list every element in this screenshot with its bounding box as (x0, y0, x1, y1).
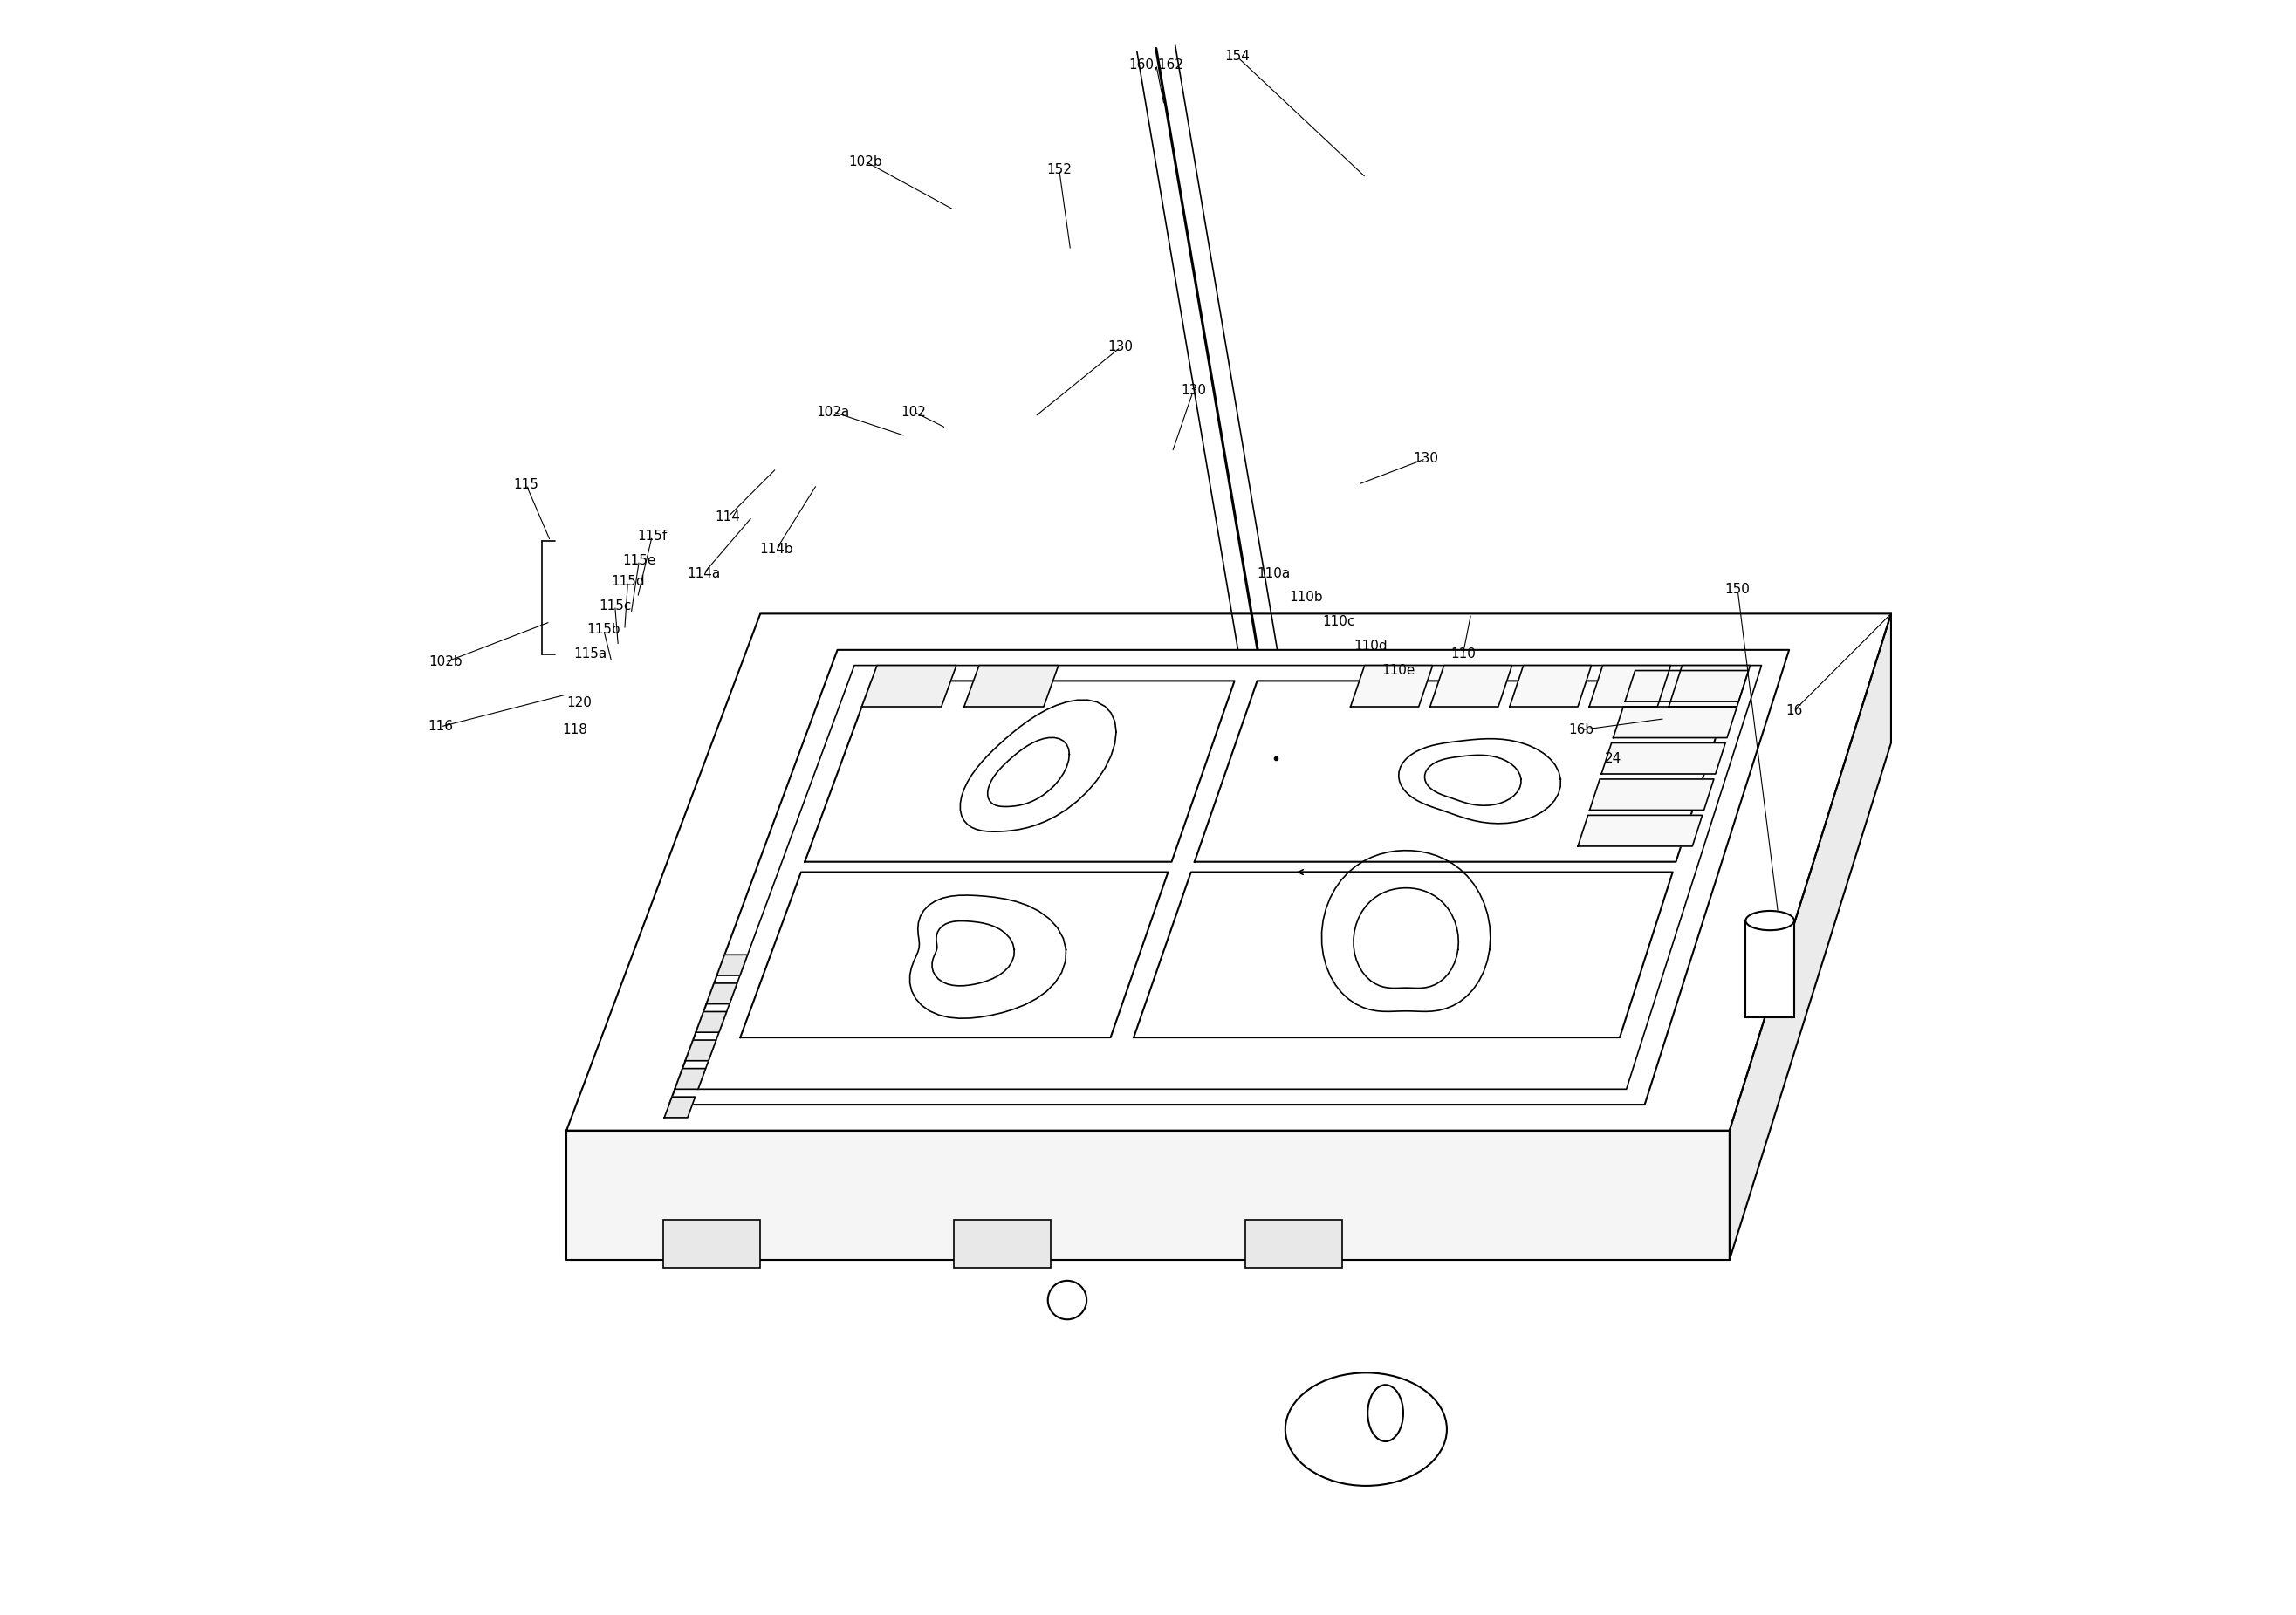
Bar (1745, 921, 1793, 1017)
Text: 114a: 114a (687, 567, 721, 580)
Polygon shape (1600, 743, 1724, 774)
Text: 152: 152 (1047, 163, 1072, 176)
Text: 102b: 102b (850, 155, 882, 168)
Text: 130: 130 (1412, 452, 1440, 465)
Polygon shape (707, 984, 737, 1005)
Text: 115c: 115c (599, 599, 631, 612)
Polygon shape (567, 1130, 1729, 1260)
Text: 102: 102 (900, 405, 925, 418)
Polygon shape (1134, 872, 1674, 1037)
Bar (1244, 1219, 1341, 1268)
Polygon shape (861, 665, 957, 707)
Text: 16: 16 (1786, 704, 1802, 717)
Polygon shape (716, 954, 748, 975)
Polygon shape (684, 1040, 716, 1061)
Polygon shape (1589, 665, 1671, 707)
Polygon shape (1430, 665, 1513, 707)
Text: 115d: 115d (611, 575, 645, 588)
Polygon shape (806, 682, 1235, 862)
Text: 110c: 110c (1322, 615, 1355, 628)
Ellipse shape (1286, 1373, 1446, 1486)
Text: 102b: 102b (429, 656, 461, 669)
Polygon shape (964, 665, 1058, 707)
Text: 110: 110 (1451, 648, 1476, 661)
Polygon shape (1350, 665, 1433, 707)
Text: 118: 118 (563, 724, 588, 736)
Bar (955, 1219, 1052, 1268)
Text: 150: 150 (1724, 583, 1750, 596)
Polygon shape (696, 1011, 726, 1032)
Text: 115b: 115b (588, 623, 620, 636)
Polygon shape (1669, 665, 1750, 707)
Text: 115e: 115e (622, 554, 657, 567)
Ellipse shape (1745, 911, 1793, 930)
Text: 116: 116 (427, 720, 452, 733)
Text: 115a: 115a (574, 648, 608, 661)
Text: 130: 130 (1180, 384, 1205, 397)
Polygon shape (1626, 670, 1750, 701)
Polygon shape (1589, 778, 1713, 811)
Polygon shape (698, 665, 1761, 1089)
Circle shape (1047, 1281, 1086, 1319)
Text: 115f: 115f (638, 530, 668, 543)
Polygon shape (1614, 707, 1738, 738)
Text: 114: 114 (716, 510, 742, 523)
Text: 102a: 102a (817, 405, 850, 418)
Text: 110d: 110d (1355, 640, 1387, 652)
Text: 110b: 110b (1290, 591, 1322, 604)
Polygon shape (668, 649, 1789, 1105)
Text: 154: 154 (1224, 50, 1249, 63)
Text: 16b: 16b (1568, 724, 1593, 736)
Polygon shape (739, 872, 1169, 1037)
Text: 24: 24 (1605, 753, 1621, 766)
Text: 130: 130 (1109, 341, 1134, 354)
Text: 160,162: 160,162 (1130, 58, 1182, 71)
Polygon shape (1729, 614, 1892, 1260)
Polygon shape (567, 614, 1892, 1130)
Polygon shape (1194, 682, 1733, 862)
Text: 110a: 110a (1258, 567, 1290, 580)
Polygon shape (1577, 816, 1701, 846)
Polygon shape (664, 1097, 696, 1118)
Bar (664, 1219, 760, 1268)
Text: 114b: 114b (760, 543, 794, 556)
Text: 120: 120 (567, 696, 592, 709)
Text: 115: 115 (514, 478, 540, 491)
Polygon shape (1511, 665, 1591, 707)
Ellipse shape (1368, 1386, 1403, 1442)
Polygon shape (675, 1069, 705, 1089)
Text: 110e: 110e (1382, 664, 1414, 677)
